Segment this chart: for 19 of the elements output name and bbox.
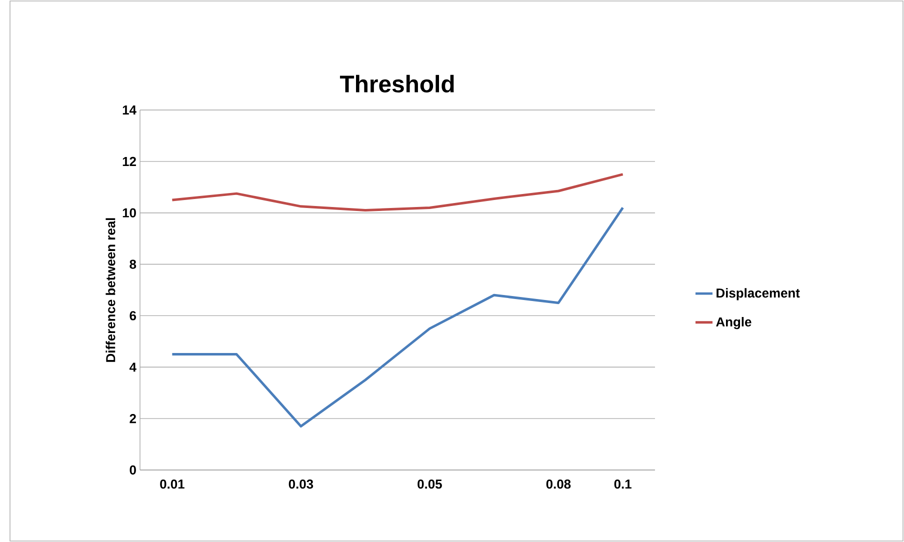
x-tick-label: 0.08 bbox=[546, 480, 571, 489]
y-tick-label: 8 bbox=[130, 260, 136, 269]
y-tick-label: 4 bbox=[129, 362, 136, 372]
y-tick-label: 12 bbox=[122, 156, 136, 166]
legend-label: Angle bbox=[716, 316, 752, 330]
line-series bbox=[170, 173, 624, 212]
y-tick-label: 2 bbox=[130, 414, 136, 424]
chart-title: Threshold bbox=[340, 74, 454, 92]
y-tick-label: 6 bbox=[130, 311, 136, 320]
x-tick-label: 0.05 bbox=[418, 480, 442, 489]
x-tick-label: 0.1 bbox=[614, 480, 632, 489]
legend-label: Displacement bbox=[716, 288, 800, 300]
x-tick-label: 0.03 bbox=[288, 480, 314, 489]
line-series bbox=[170, 206, 624, 428]
y-axis-title: Difference between real bbox=[106, 218, 116, 362]
y-tick-label: 0 bbox=[130, 465, 136, 475]
x-tick-label: 0.01 bbox=[160, 480, 184, 489]
y-tick-label: 14 bbox=[122, 106, 136, 114]
y-tick-label: 10 bbox=[122, 208, 136, 218]
